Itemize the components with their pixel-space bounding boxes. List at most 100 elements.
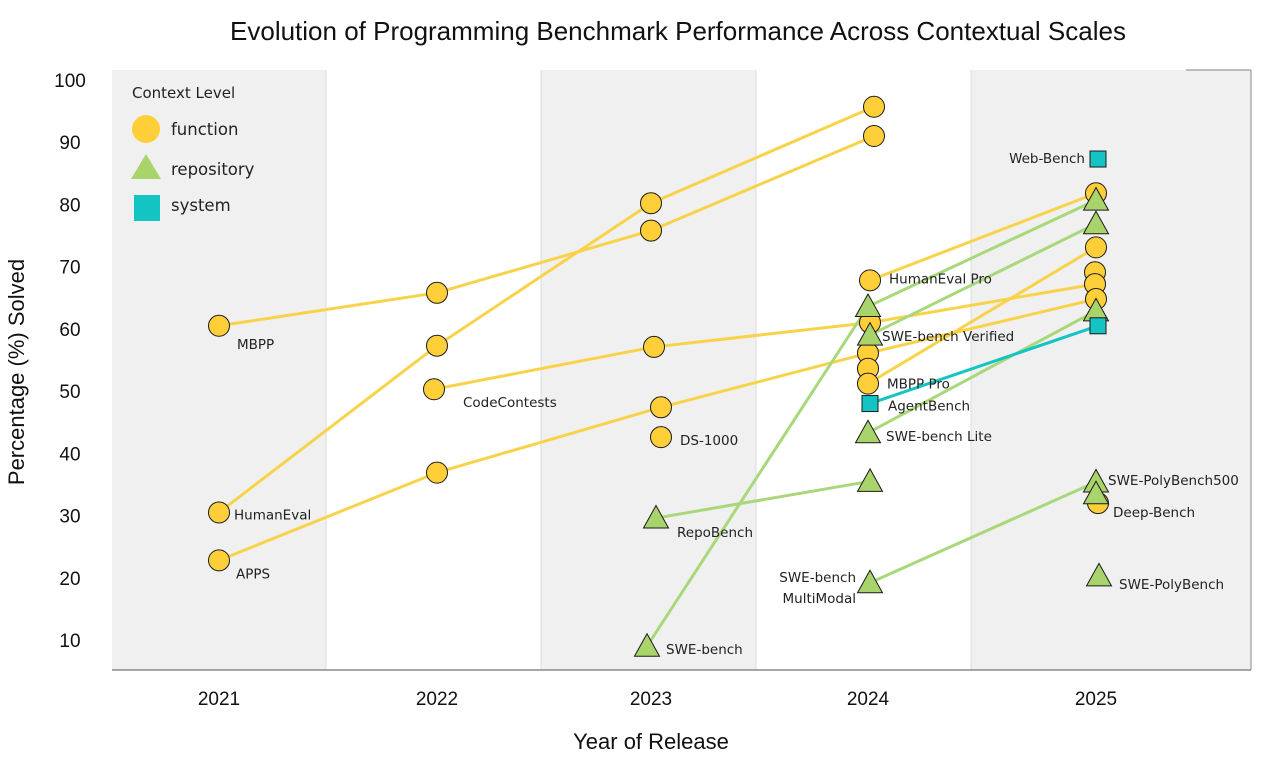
point-repobench <box>642 504 670 529</box>
series-line-swebench-p2024c <box>645 304 870 648</box>
series-line-p2022b-p2023a <box>435 201 653 348</box>
series-line-swebenchlite-p2025h <box>866 309 1098 435</box>
y-tick-label: 20 <box>59 569 80 590</box>
annotation-humanevalpro: HumanEval Pro <box>889 271 992 287</box>
legend: Context Level function repository system <box>112 72 260 238</box>
y-axis-ticks: 10 20 30 40 50 60 70 80 90 100 <box>54 71 86 652</box>
series-line-p2024c-p2025b <box>866 198 1098 308</box>
year-band-2022 <box>326 70 541 670</box>
year-band-2025 <box>971 70 1251 670</box>
legend-repository-marker <box>131 154 161 179</box>
point-webbench <box>1089 150 1107 168</box>
annotation-agentbench: AgentBench <box>888 399 970 415</box>
series-line-apps-p2022c <box>217 471 439 562</box>
annotation-mbpp: MBPP <box>237 337 274 353</box>
plot-frame <box>112 69 1252 671</box>
point-p2023b <box>640 219 662 242</box>
series-line-p2023b-p2024b <box>649 134 876 233</box>
point-p2024b <box>863 125 885 147</box>
annotation-humaneval: HumanEval <box>234 507 311 523</box>
x-axis-ticks: 2021 2022 2023 2024 2025 <box>198 689 1117 710</box>
point-annotations: MBPP HumanEval APPS CodeContests DS-1000 Repo… <box>234 151 1239 658</box>
series-lines <box>217 105 1100 648</box>
point-mbpppro <box>857 372 879 395</box>
series-line-swebenchverified-p2025c <box>868 222 1098 337</box>
legend-system-label: system <box>171 196 231 215</box>
series-line-p2023a-p2024a <box>649 105 876 205</box>
annotation-mbpppro: MBPP Pro <box>887 377 950 393</box>
point-mbpp <box>208 314 230 337</box>
point-humaneval <box>208 501 230 524</box>
x-tick-label: 2023 <box>630 689 672 710</box>
legend-function-marker <box>132 115 160 143</box>
annotation-apps: APPS <box>236 566 270 582</box>
point-ds1000 <box>650 426 672 449</box>
series-line-p2024e-p2025g <box>866 297 1098 355</box>
legend-title: Context Level <box>132 84 235 102</box>
series-line-agentbench-p2025i <box>868 324 1100 406</box>
point-p2023d <box>650 396 672 419</box>
annotation-swebenchmm: SWE-bench MultiModal <box>779 570 856 607</box>
x-tick-label: 2025 <box>1075 689 1117 710</box>
x-tick-label: 2021 <box>198 689 240 710</box>
annotation-swebench: SWE-bench <box>666 642 743 658</box>
annotation-deepbench: Deep-Bench <box>1113 505 1195 521</box>
annotation-swepolybench: SWE-PolyBench <box>1119 577 1224 593</box>
series-line-humaneval-p2022b <box>217 344 439 514</box>
point-p2022a <box>426 281 448 304</box>
x-tick-label: 2024 <box>847 689 890 710</box>
y-tick-label: 30 <box>59 507 80 528</box>
annotation-swepolybench500: SWE-PolyBench500 <box>1108 473 1239 489</box>
series-line-codecontests-p2023c <box>432 345 656 391</box>
point-agentbench <box>861 395 879 413</box>
point-p2024a <box>863 95 885 118</box>
y-tick-label: 50 <box>59 382 80 403</box>
y-tick-label: 10 <box>59 631 80 652</box>
point-p2025i <box>1089 317 1107 335</box>
series-line-humanevalpro-p2025a <box>868 191 1098 282</box>
annotation-repobench: RepoBench <box>677 525 753 541</box>
point-codecontests <box>423 378 445 401</box>
point-swebenchverified <box>856 321 884 346</box>
series-line-mbpp-p2022a <box>217 291 439 328</box>
annotation-swebenchverified: SWE-bench Verified <box>882 329 1014 345</box>
point-p2024c <box>854 292 882 317</box>
legend-repository-label: repository <box>171 160 255 179</box>
point-p2025d <box>1085 236 1107 259</box>
point-p2022c <box>426 461 448 484</box>
annotation-ds1000: DS-1000 <box>680 433 738 449</box>
point-apps <box>208 549 230 572</box>
annotation-codecontests: CodeContests <box>463 395 557 411</box>
series-line-swebenchmm-swepolybench500 <box>868 480 1098 585</box>
annotation-swebenchlite: SWE-bench Lite <box>886 429 992 445</box>
annotation-webbench: Web-Bench <box>1009 151 1085 167</box>
point-p2025j <box>1082 480 1110 505</box>
y-tick-label: 90 <box>59 133 80 154</box>
y-axis-title: Percentage (%) Solved <box>4 259 29 485</box>
year-bands <box>112 70 1251 670</box>
chart-title: Evolution of Programming Benchmark Perfo… <box>230 16 1126 46</box>
point-p2025c <box>1082 210 1110 235</box>
legend-function-label: function <box>171 120 238 139</box>
y-tick-label: 40 <box>59 444 80 465</box>
x-tick-label: 2022 <box>416 689 458 710</box>
legend-system-marker <box>134 195 160 221</box>
series-line-mbpppro-p2025d <box>866 245 1098 386</box>
y-tick-label: 70 <box>59 258 80 279</box>
point-p2024g <box>856 467 884 492</box>
y-tick-label: 80 <box>59 195 80 216</box>
point-swebench <box>633 632 661 657</box>
point-humanevalpro <box>859 269 881 292</box>
point-swebenchmm <box>856 569 884 594</box>
y-tick-label: 100 <box>54 71 86 92</box>
series-line-p2023c-p2024d <box>652 321 872 349</box>
point-p2023a <box>640 192 662 215</box>
year-band-2023 <box>541 70 756 670</box>
series-line-p2022c-p2023d <box>435 405 663 475</box>
point-p2025b <box>1082 186 1110 211</box>
y-tick-label: 60 <box>59 320 80 341</box>
x-axis-title: Year of Release <box>573 729 729 754</box>
series-line-repobench-p2024g <box>654 479 872 520</box>
series-line-p2022a-p2023b <box>435 229 653 295</box>
